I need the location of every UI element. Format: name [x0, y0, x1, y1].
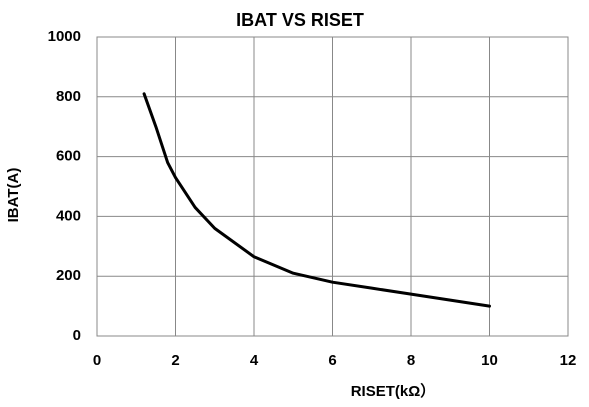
y-tick-label: 0: [73, 327, 81, 344]
y-tick-label: 200: [56, 267, 81, 284]
y-axis-label: IBAT(A): [5, 168, 22, 223]
y-tick-label: 800: [56, 88, 81, 105]
y-tick-label: 600: [56, 148, 81, 165]
y-tick-label: 1000: [48, 28, 81, 45]
x-tick-label: 0: [93, 352, 101, 369]
x-tick-label: 12: [560, 352, 577, 369]
data-line: [142, 92, 491, 308]
y-tick-label: 400: [56, 207, 81, 224]
plot-frame: [96, 36, 569, 337]
x-tick-label: 4: [250, 352, 259, 369]
x-axis-label: RISET(kΩ）: [351, 382, 436, 400]
chart-title: IBAT VS RISET: [236, 10, 364, 30]
x-tick-label: 2: [171, 352, 179, 369]
x-tick-label: 6: [328, 352, 336, 369]
x-tick-label: 8: [407, 352, 415, 369]
x-tick-label: 10: [481, 352, 498, 369]
